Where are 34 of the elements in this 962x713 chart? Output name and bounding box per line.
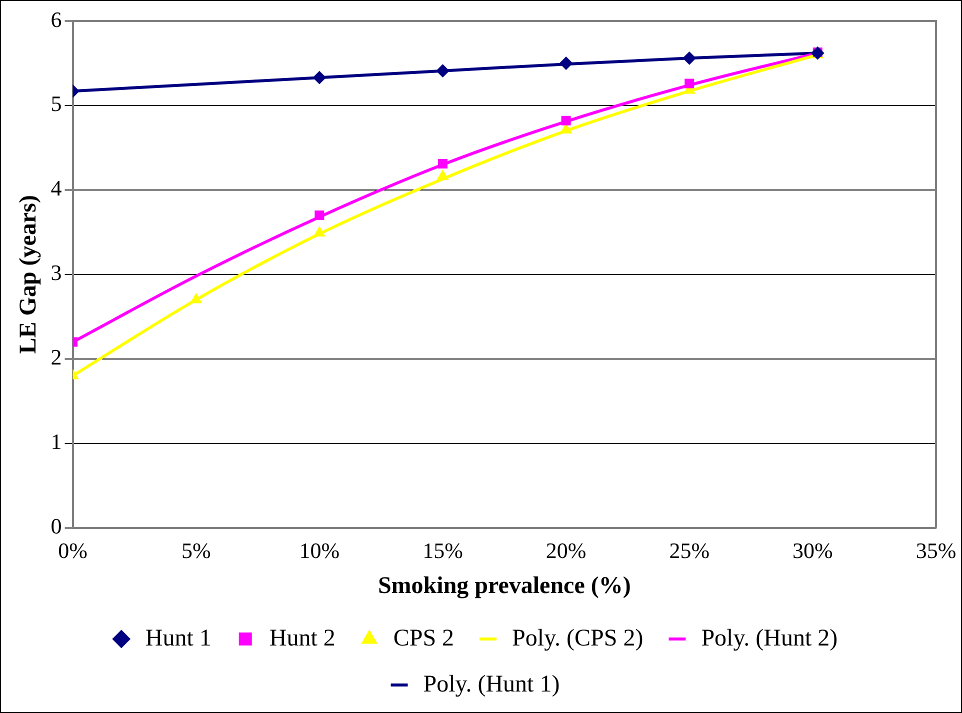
x-tick-label: 15% xyxy=(422,538,463,563)
x-axis-title: Smoking prevalence (%) xyxy=(378,572,631,599)
x-tick-label: 25% xyxy=(669,538,710,563)
legend-label: Poly. (Hunt 2) xyxy=(701,625,838,652)
point xyxy=(314,226,326,237)
point xyxy=(437,170,448,180)
y-tick-label: 0 xyxy=(50,514,62,539)
point xyxy=(684,78,694,88)
legend-label: Hunt 1 xyxy=(145,625,212,652)
point xyxy=(560,56,573,70)
legend-label: Hunt 2 xyxy=(269,625,336,652)
y-tick-label: 4 xyxy=(50,176,62,201)
point xyxy=(438,159,448,168)
legend-label: Poly. (Hunt 1) xyxy=(423,671,560,698)
point xyxy=(312,71,326,84)
y-axis-title: LE Gap (years) xyxy=(16,195,42,354)
y-tick-label: 3 xyxy=(50,260,62,286)
point xyxy=(190,293,202,304)
y-tick-label: 1 xyxy=(50,429,62,454)
point xyxy=(561,116,571,126)
x-tick-label: 30% xyxy=(792,538,833,563)
x-tick-label: 35% xyxy=(916,538,956,563)
legend-label: Poly. (CPS 2) xyxy=(512,625,644,652)
x-tick-label: 0% xyxy=(58,538,88,563)
point xyxy=(682,52,696,65)
x-tick-label: 10% xyxy=(299,538,340,563)
y-tick-label: 6 xyxy=(50,6,62,32)
point xyxy=(436,64,450,78)
x-tick-label: 20% xyxy=(546,538,586,563)
point xyxy=(314,210,324,220)
x-tick-label: 5% xyxy=(181,538,211,563)
legend-label: CPS 2 xyxy=(393,625,454,652)
y-tick-label: 2 xyxy=(50,344,62,370)
y-tick-label: 5 xyxy=(50,91,62,116)
